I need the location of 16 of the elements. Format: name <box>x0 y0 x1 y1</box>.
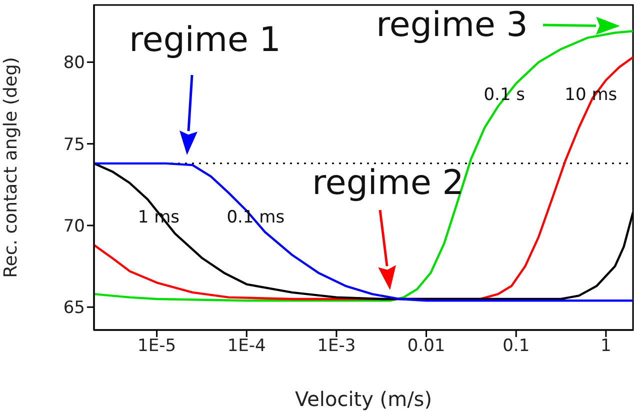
y-tick-label: 65 <box>63 298 85 318</box>
x-tick-label: 1E-3 <box>317 336 356 356</box>
x-tick-label: 1E-4 <box>227 336 266 356</box>
annotation: regime 1 <box>129 20 281 60</box>
y-tick-label: 75 <box>63 134 85 155</box>
x-tick-label: 0.01 <box>407 336 446 356</box>
x-tick-label: 1E-5 <box>138 336 176 356</box>
y-tick-label: 70 <box>63 216 85 237</box>
annotation: regime 3 <box>376 5 528 45</box>
annotation: 0.1 ms <box>226 207 285 228</box>
x-tick-label: 0.1 <box>502 336 530 356</box>
x-axis-title: Velocity (m/s) <box>294 387 432 411</box>
y-tick-label: 80 <box>63 53 85 74</box>
annotation: regime 2 <box>312 163 464 203</box>
y-axis-title: Rec. contact angle (deg) <box>0 57 22 278</box>
x-tick-label: 1 <box>600 336 612 356</box>
